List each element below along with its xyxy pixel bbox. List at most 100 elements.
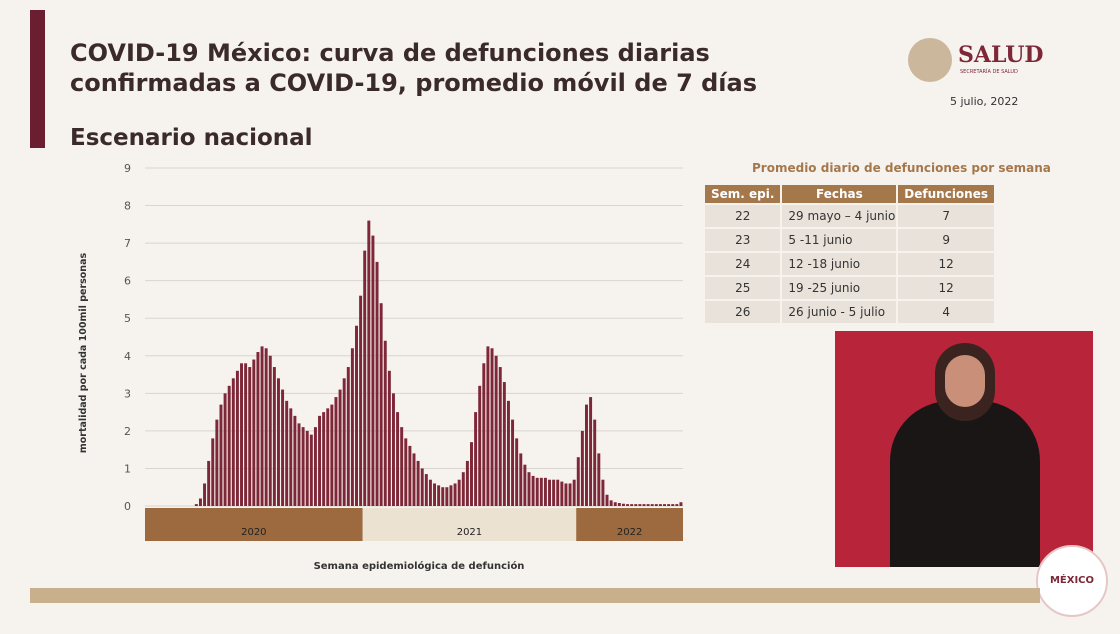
bar (350, 348, 354, 506)
bar (268, 355, 272, 506)
bar (580, 430, 584, 506)
bar (416, 460, 420, 506)
badge: MÉXICO (1036, 545, 1108, 617)
bar (564, 483, 568, 506)
bar (289, 408, 293, 506)
y-tick-label: 4 (124, 350, 131, 363)
bar (322, 412, 326, 506)
bar (626, 504, 630, 506)
bar (502, 382, 506, 506)
bar (326, 408, 330, 506)
bar (609, 500, 613, 506)
bar (589, 397, 593, 506)
bar (359, 295, 363, 506)
bar (400, 427, 404, 506)
table-cell: 24 (705, 253, 781, 275)
bar (556, 479, 560, 506)
bar (585, 404, 588, 506)
bar (650, 504, 654, 506)
title: COVID-19 México: curva de defunciones di… (70, 38, 757, 98)
table-cell: 19 -25 junio (782, 277, 897, 299)
table-title: Promedio diario de defunciones por seman… (752, 161, 1051, 175)
interpreter-face (945, 355, 985, 407)
bar (276, 378, 280, 506)
bar (420, 468, 424, 506)
bar (215, 419, 219, 506)
bar (346, 367, 350, 506)
bar (231, 378, 235, 506)
y-tick-label: 6 (124, 275, 131, 288)
bar (494, 355, 498, 506)
bar (486, 346, 490, 506)
bar (621, 503, 625, 506)
bar (457, 479, 461, 506)
table-cell: 26 junio - 5 julio (782, 301, 897, 323)
bar (568, 483, 572, 506)
bar (342, 378, 346, 506)
bar (301, 427, 305, 506)
bar (605, 494, 609, 506)
bar (305, 430, 309, 506)
bar (531, 475, 535, 506)
table-header: Sem. epi. Fechas Defunciones (705, 185, 994, 203)
bar (506, 400, 510, 506)
bar (207, 460, 211, 506)
bar (601, 479, 605, 506)
bar (511, 419, 515, 506)
table-cell: 23 (705, 229, 781, 251)
bar (548, 479, 552, 506)
bar (219, 404, 223, 506)
table: Sem. epi. Fechas Defunciones 22 29 mayo – 4 … (703, 183, 996, 325)
bar (391, 393, 395, 506)
year-band (145, 508, 363, 541)
bar (428, 479, 432, 506)
bar (527, 472, 531, 506)
bar (663, 504, 666, 506)
bar (642, 504, 646, 506)
accent-bar (30, 10, 45, 148)
bar (203, 483, 207, 506)
year-band (362, 508, 577, 541)
bar (264, 348, 268, 506)
bar (593, 419, 597, 506)
y-tick-label: 1 (124, 462, 131, 475)
bar (498, 367, 502, 506)
column-header: Fechas (782, 185, 897, 203)
y-tick-label: 5 (124, 312, 131, 325)
bar (552, 479, 556, 506)
bar (560, 481, 564, 506)
bar (285, 400, 289, 506)
table-cell: 25 (705, 277, 781, 299)
y-tick-label: 9 (124, 162, 131, 175)
bar (404, 438, 408, 506)
bar (379, 303, 383, 506)
bar (309, 434, 313, 506)
y-axis-label: mortalidad por cada 100mil personas (78, 253, 89, 454)
bar (576, 457, 580, 506)
table-cell: 22 (705, 205, 781, 227)
logo: SALUD (958, 42, 1044, 68)
bar (490, 348, 494, 506)
bar (330, 404, 334, 506)
year-band (576, 508, 683, 541)
bar (445, 487, 449, 506)
bar (240, 363, 243, 506)
table-row: 22 29 mayo – 4 junio 7 (705, 205, 994, 227)
bar (211, 438, 215, 506)
video-frame (835, 331, 1093, 567)
bar (412, 453, 416, 506)
bar (198, 498, 202, 506)
bar (297, 423, 301, 506)
bar (424, 474, 428, 506)
bar (244, 363, 248, 506)
bar (437, 485, 441, 506)
bar (482, 363, 486, 506)
title-line: confirmadas a COVID-19, promedio móvil d… (70, 69, 758, 97)
bar (449, 485, 453, 506)
footer-strip (30, 588, 1040, 603)
bar (539, 477, 543, 506)
year-label: 2020 (241, 527, 266, 538)
bar (260, 346, 264, 506)
bar (519, 453, 523, 506)
